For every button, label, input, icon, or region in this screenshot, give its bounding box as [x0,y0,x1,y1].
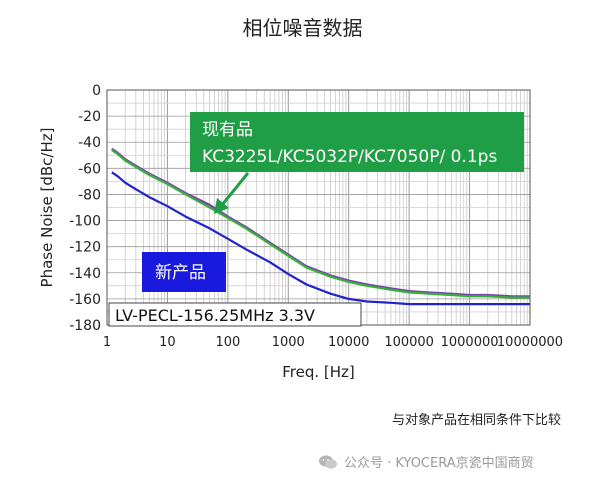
x-axis-label: Freq. [Hz] [282,363,355,381]
y-tick-label: -100 [69,214,101,230]
condition-label: LV-PECL-156.25MHz 3.3V [115,306,315,325]
condition-box [108,302,362,327]
y-tick-label: -120 [69,240,101,256]
new-product-label: 新产品 [155,263,206,283]
y-tick-label: -60 [78,161,101,177]
x-tick-label: 1 [103,335,111,350]
watermark-text: 公众号 · KYOCERA京瓷中国商贸 [344,456,534,471]
existing-product-callout: 现有品 KC3225L/KC5032P/KC7050P/ 0.1ps [190,112,524,214]
wechat-icon [319,455,337,469]
x-tick-label: 100000 [384,335,434,350]
y-tick-label: -160 [69,292,101,308]
series-lines [111,147,530,306]
x-tick-label: 10000000 [497,335,563,350]
x-tick-label: 10 [159,335,176,350]
x-tick-label: 1000 [272,335,305,350]
y-tick-label: -140 [69,266,101,282]
comparison-caption: 与对象产品在相同条件下比较 [391,413,561,428]
existing-product-models: KC3225L/KC5032P/KC7050P/ 0.1ps [202,147,497,167]
new-product-box [142,252,226,292]
x-tick-label: 100 [215,335,240,350]
existing-product-box [190,112,524,172]
x-tick-label: 1000000 [441,335,499,350]
y-axis-label: Phase Noise [dBc/Hz] [38,128,56,288]
existing-arrow-head [214,198,229,214]
y-tick-label: -40 [78,135,101,151]
chart-title: 相位噪音数据 [242,16,363,40]
series-line-3 [111,171,530,306]
existing-product-label: 现有品 [202,120,253,140]
series-line-2 [111,149,530,299]
watermark: 公众号 · KYOCERA京瓷中国商贸 [318,452,534,471]
y-tick-label: -180 [69,318,101,334]
existing-arrow [220,172,250,206]
y-tick-label: -80 [78,187,101,203]
y-tick-label: -20 [78,109,101,125]
condition-callout: LV-PECL-156.25MHz 3.3V [108,302,362,327]
y-tick-label: 0 [92,83,101,99]
x-tick-label: 10000 [328,335,369,350]
new-product-callout: 新产品 [142,252,226,292]
